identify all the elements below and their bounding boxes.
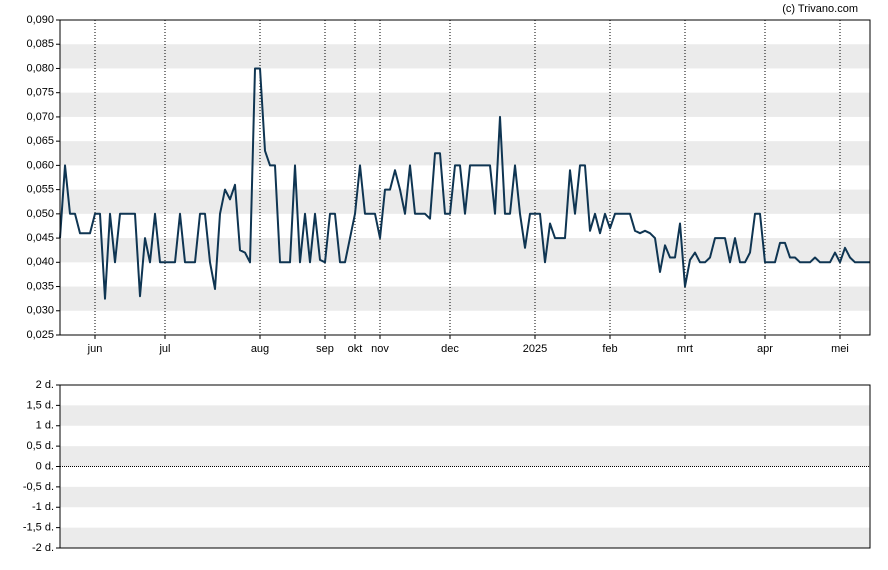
x-tick-label: mrt — [677, 343, 693, 355]
price-line — [59, 67, 870, 300]
y-tick-label: 0,080 — [26, 62, 54, 74]
plot-frame — [59, 19, 871, 336]
x-tick-label: sep — [316, 343, 334, 355]
y-tick-label: 0,075 — [26, 87, 54, 99]
grid-band — [60, 92, 870, 117]
x-tick-label: dec — [441, 343, 459, 355]
x-tick-label: nov — [371, 343, 389, 355]
y-tick-label: 0,060 — [26, 159, 54, 171]
y-tick-label: 1 d. — [36, 420, 54, 432]
y-tick-label: 0,055 — [26, 184, 54, 196]
x-tick-label: jun — [87, 343, 103, 355]
y-tick-label: -1 d. — [32, 501, 54, 513]
y-tick-label: 0,085 — [26, 38, 54, 50]
grid-band — [60, 527, 870, 548]
y-tick-label: 0,5 d. — [26, 440, 54, 452]
y-tick-label: 0,025 — [26, 329, 54, 341]
grid-band — [60, 141, 870, 166]
grid-band — [60, 238, 870, 263]
y-tick-label: 0,045 — [26, 232, 54, 244]
y-tick-label: 2 d. — [36, 379, 54, 391]
x-tick-label: apr — [757, 343, 773, 355]
x-tick-label: aug — [251, 343, 269, 355]
y-tick-label: 0,070 — [26, 111, 54, 123]
grid-band — [60, 446, 870, 467]
x-tick-label: okt — [348, 343, 363, 355]
y-tick-label: 0,065 — [26, 135, 54, 147]
y-tick-label: -2 d. — [32, 542, 54, 554]
y-tick-label: 0 d. — [36, 460, 54, 472]
x-tick-label: feb — [602, 343, 617, 355]
y-tick-label: 1,5 d. — [26, 399, 54, 411]
x-tick-label: jul — [158, 343, 170, 355]
y-tick-label: 0,050 — [26, 208, 54, 220]
grid-band — [60, 286, 870, 311]
y-tick-label: 0,090 — [26, 14, 54, 26]
grid-band — [60, 486, 870, 508]
grid-band — [60, 44, 870, 69]
y-tick-label: -1,5 d. — [23, 522, 54, 534]
grid-band — [60, 405, 870, 426]
x-tick-label: 2025 — [523, 343, 547, 355]
y-tick-label: 0,035 — [26, 280, 54, 292]
y-tick-label: 0,040 — [26, 256, 54, 268]
y-tick-label: -0,5 d. — [23, 481, 54, 493]
y-tick-label: 0,030 — [26, 305, 54, 317]
credit: (c) Trivano.com — [782, 3, 858, 15]
x-tick-label: mei — [831, 343, 849, 355]
plot-frame — [59, 384, 871, 549]
